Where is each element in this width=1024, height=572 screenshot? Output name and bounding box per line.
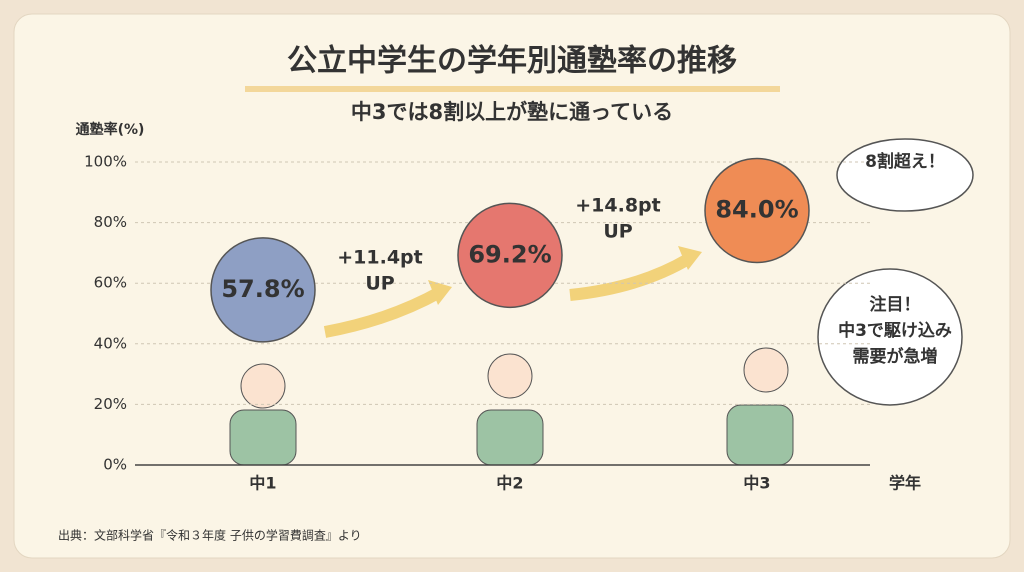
annotation: UP — [365, 273, 394, 295]
y-tick-label: 0% — [103, 456, 127, 474]
annotation: +14.8pt — [575, 195, 660, 217]
x-tick-label: 中3 — [743, 474, 770, 493]
y-axis-label: 通塾率(%) — [76, 121, 145, 138]
student — [229, 347, 794, 466]
value-circle — [704, 157, 810, 264]
value-label: 84.0% — [715, 195, 798, 223]
x-axis-label: 学年 — [889, 474, 921, 493]
speech-bubble — [836, 138, 974, 212]
annotation: +11.4pt — [337, 247, 422, 269]
y-tick-label: 80% — [94, 213, 127, 231]
callout-text: 中3で駆け込み — [838, 320, 952, 341]
y-tick-label: 100% — [84, 153, 127, 171]
y-tick-label: 40% — [94, 334, 127, 352]
value-label: 57.8% — [221, 275, 304, 303]
source: 出典：文部科学省『令和３年度 子供の学習費調査』より — [58, 528, 362, 543]
callout-text: 8割超え！ — [865, 151, 945, 172]
speech-bubble — [817, 268, 963, 406]
annotation: UP — [603, 221, 632, 243]
arrowhead — [678, 246, 702, 270]
callout-text: 注目！ — [870, 294, 921, 315]
y-tick-label: 20% — [94, 395, 127, 413]
y-tick-label: 60% — [94, 274, 127, 292]
x-tick-label: 中2 — [496, 474, 523, 493]
value-circle — [457, 202, 563, 309]
chart-title: 公立中学生の学年別通塾率の推移 — [287, 44, 737, 79]
arrowhead — [428, 280, 452, 305]
title-underline — [245, 86, 780, 92]
arrow — [323, 286, 443, 338]
value-label: 69.2% — [468, 240, 551, 268]
arrow — [569, 252, 694, 301]
chart-subtitle: 中3では8割以上が塾に通っている — [351, 100, 673, 124]
callout-text: 需要が急増 — [853, 346, 938, 367]
value-circle — [210, 237, 316, 343]
x-tick-label: 中1 — [249, 474, 276, 493]
